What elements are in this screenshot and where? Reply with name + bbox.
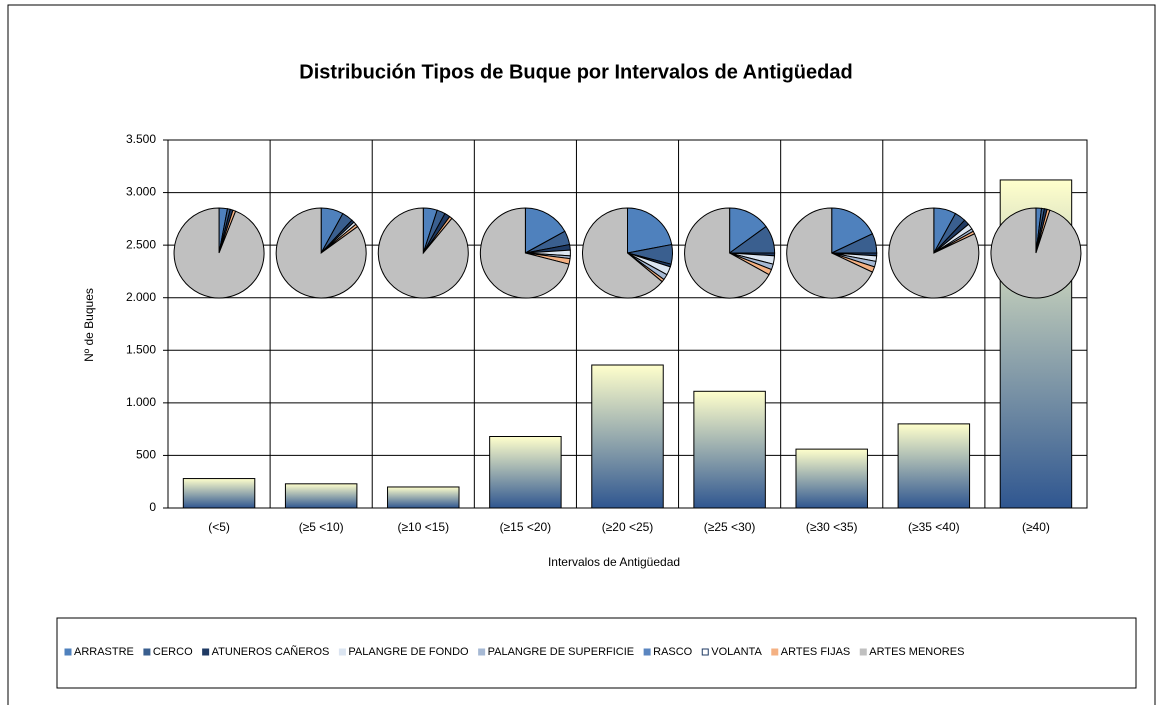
pie-slice <box>582 207 663 299</box>
y-tick-label: 3.000 <box>126 185 156 199</box>
legend-label: ARRASTRE <box>74 646 134 658</box>
x-tick-label: (≥10 <15) <box>397 520 449 534</box>
pie-slice <box>627 207 673 254</box>
y-tick-label: 0 <box>149 500 156 514</box>
legend-swatch <box>643 648 651 656</box>
legend-swatch <box>338 648 346 656</box>
legend-label: PALANGRE DE FONDO <box>348 646 469 658</box>
y-tick-label: 1.000 <box>126 395 156 409</box>
y-tick-label: 2.500 <box>126 237 156 251</box>
pie-slice <box>377 207 469 299</box>
legend-swatch <box>143 648 151 656</box>
bar <box>489 436 562 509</box>
pie-slice <box>786 207 874 299</box>
pie-slice <box>479 207 570 299</box>
legend-box <box>56 617 1137 689</box>
legend-label: ATUNEROS CAÑEROS <box>212 645 330 658</box>
pie-slice <box>888 207 980 299</box>
legend-label: ARTES FIJAS <box>781 646 850 658</box>
bar <box>897 423 971 509</box>
y-tick-label: 3.500 <box>126 132 156 146</box>
bar <box>387 486 460 509</box>
y-tick-label: 1.500 <box>126 342 156 356</box>
bar <box>591 364 664 509</box>
chart-title: Distribución Tipos de Buque por Interval… <box>299 61 852 83</box>
legend-label: RASCO <box>653 646 693 658</box>
pie-slice <box>275 207 367 299</box>
legend-label: ARTES MENORES <box>869 646 964 658</box>
legend-label: CERCO <box>153 646 193 658</box>
bar <box>693 390 766 509</box>
x-tick-label: (≥15 <20) <box>500 520 552 534</box>
legend-swatch <box>859 648 867 656</box>
legend-swatch <box>478 648 486 656</box>
y-tick-label: 2.000 <box>126 290 156 304</box>
pie-slice <box>684 207 770 299</box>
chart-frame <box>7 4 1156 705</box>
x-tick-label: (≥20 <25) <box>602 520 654 534</box>
x-axis-label: Intervalos de Antigüedad <box>548 555 680 569</box>
bar <box>284 483 358 509</box>
pie-slice <box>173 207 265 299</box>
pie-slice <box>831 207 874 254</box>
x-tick-label: (≥5 <10) <box>299 520 344 534</box>
x-tick-label: (≥25 <30) <box>704 520 756 534</box>
bar <box>182 478 256 509</box>
legend-swatch <box>202 648 210 656</box>
x-tick-label: (≥35 <40) <box>908 520 960 534</box>
x-tick-label: (<5) <box>208 520 230 534</box>
y-axis-label: Nº de Buques <box>82 288 96 362</box>
x-tick-label: (≥40) <box>1022 520 1050 534</box>
pie-slice <box>524 207 566 254</box>
bar <box>795 448 868 509</box>
y-tick-label: 500 <box>136 448 156 462</box>
legend-label: PALANGRE DE SUPERFICIE <box>488 646 635 658</box>
legend-label: VOLANTA <box>711 646 762 658</box>
legend-swatch <box>64 648 72 656</box>
legend-swatch <box>701 648 709 656</box>
legend-swatch <box>771 648 779 656</box>
pie-slice <box>990 207 1082 299</box>
x-tick-label: (≥30 <35) <box>806 520 858 534</box>
legend: ARRASTRE CERCO ATUNEROS CAÑEROS PALANGRE DE… <box>64 645 964 658</box>
